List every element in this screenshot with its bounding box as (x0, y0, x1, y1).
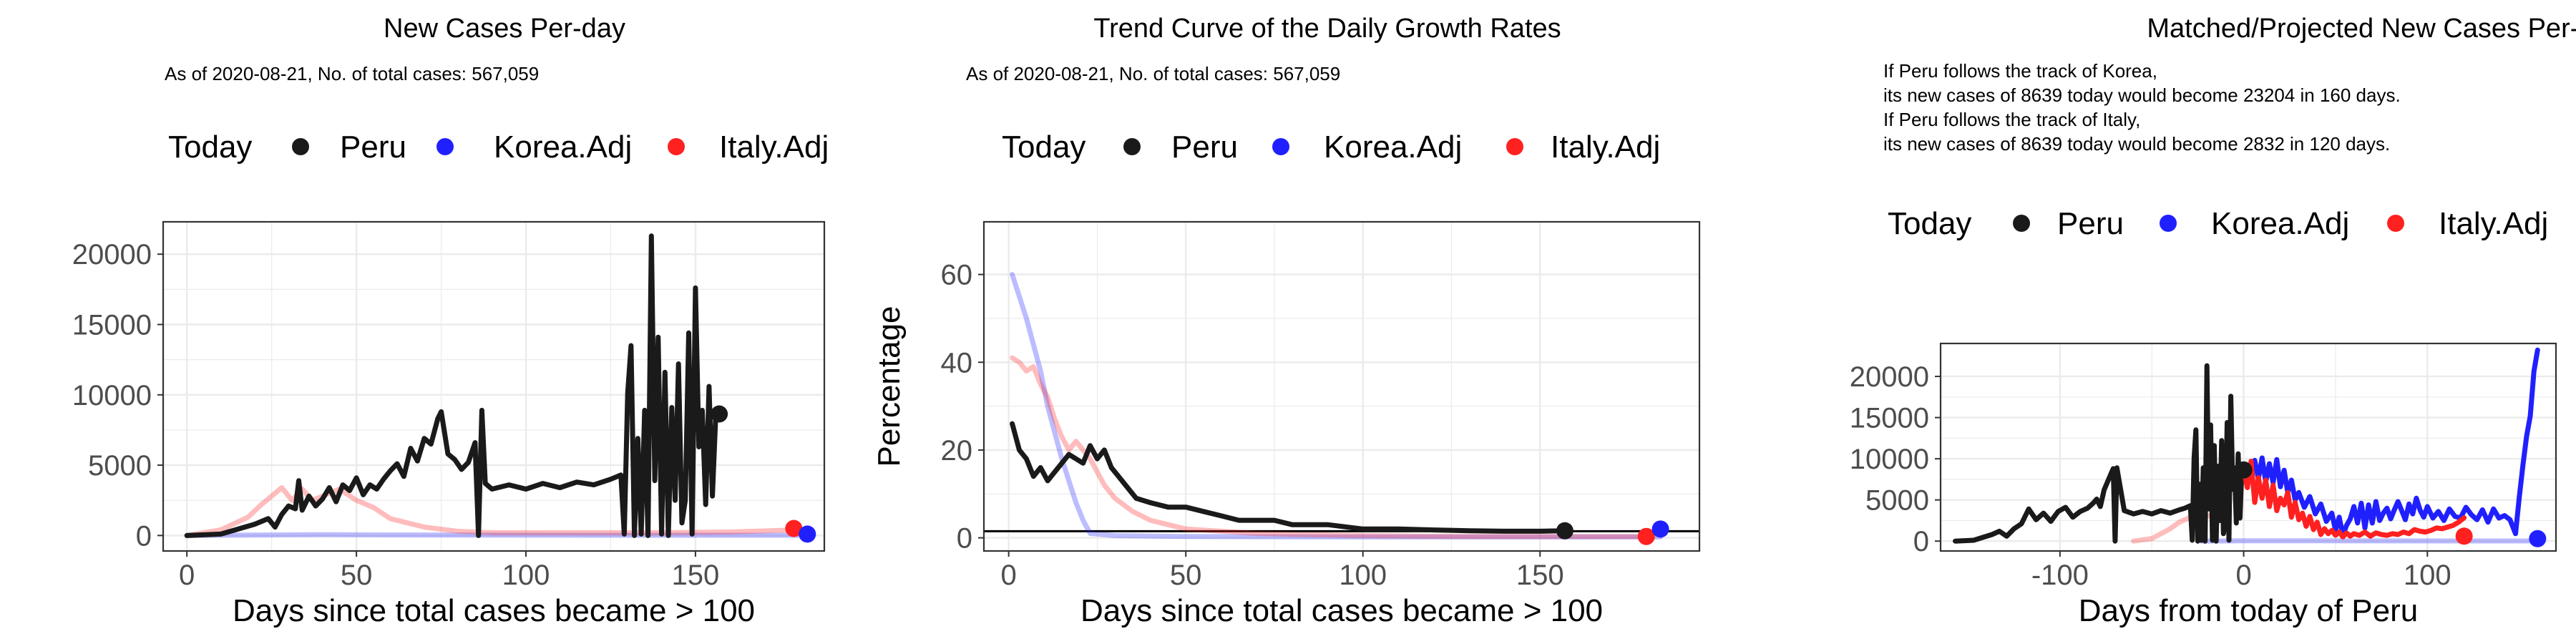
data-layer (184, 233, 810, 538)
x-tick-label: 50 (341, 560, 373, 591)
legend-marker (668, 138, 685, 155)
x-tick-label: 150 (672, 560, 720, 591)
panel-2: Trend Curve of the Daily Growth Rates As … (872, 14, 1701, 628)
y-tick-label: 10000 (72, 380, 152, 411)
y-tick-label: 15000 (72, 310, 152, 341)
x-tick-label: 0 (1001, 560, 1017, 591)
series-line-peru (1953, 363, 2247, 544)
chart-subtitle: its new cases of 8639 today would become… (1883, 84, 2401, 106)
chart-subtitle: If Peru follows the track of Korea, (1883, 60, 2157, 82)
legend: Today Peru Korea.Adj Italy.Adj (1888, 206, 2548, 241)
x-axis-label: Days from today of Peru (2079, 593, 2418, 628)
chart-title: New Cases Per-day (384, 14, 625, 44)
legend-marker (292, 138, 309, 155)
y-axis-label: Percentage (872, 306, 907, 467)
legend-marker (2013, 215, 2030, 232)
legend-marker (2387, 215, 2404, 232)
x-tick-label: 0 (2235, 560, 2251, 591)
legend-marker (1272, 138, 1289, 155)
x-tick-label: 150 (1516, 560, 1564, 591)
chart-title: Matched/Projected New Cases Per-day (2147, 14, 2576, 44)
legend-entry: Korea.Adj (1324, 130, 1462, 165)
chart-subtitle: As of 2020-08-21, No. of total cases: 56… (966, 63, 1340, 84)
data-layer (984, 272, 1699, 540)
y-tick-label: 15000 (1850, 403, 1929, 434)
legend-entry: Peru (340, 130, 406, 165)
today-point-peru (2235, 461, 2253, 479)
today-point-italy-adj (2455, 527, 2473, 545)
x-tick-label: 100 (2404, 560, 2451, 591)
today-point-korea-adj (1652, 520, 1669, 538)
today-point-korea-adj (799, 525, 816, 543)
legend-title: Today (168, 130, 252, 165)
legend: Today Peru Korea.Adj Italy.Adj (168, 130, 829, 165)
legend-marker (1123, 138, 1141, 155)
today-point-peru (711, 405, 728, 423)
today-point-korea-adj (2529, 530, 2547, 547)
y-tick-label: 40 (941, 347, 973, 379)
chart-subtitle: If Peru follows the track of Italy, (1883, 109, 2140, 130)
y-tick-label: 0 (136, 520, 152, 552)
plot-border (162, 220, 826, 552)
legend-marker (436, 138, 454, 155)
plot-border (982, 220, 1701, 552)
legend-entry: Italy.Adj (2439, 206, 2548, 241)
series-line-korea-adj (1010, 272, 1663, 540)
plot-background (984, 222, 1699, 551)
series-line-korea-adj (2241, 347, 2540, 538)
legend-marker (1506, 138, 1523, 155)
series-line-italy-adj (1010, 355, 1649, 540)
legend: Today Peru Korea.Adj Italy.Adj (1002, 130, 1660, 165)
panel-3: Matched/Projected New Cases Per-day If Pe… (1850, 14, 2576, 628)
today-point-peru (1556, 522, 1574, 540)
legend-entry: Korea.Adj (2211, 206, 2349, 241)
y-tick-label: 0 (1913, 526, 1929, 557)
series-line-peru (1010, 421, 1568, 534)
x-tick-label: 50 (1170, 560, 1202, 591)
legend-entry: Peru (2057, 206, 2124, 241)
x-axis-label: Days since total cases became > 100 (1080, 593, 1603, 628)
legend-marker (2160, 215, 2177, 232)
today-point-italy-adj (785, 519, 803, 537)
y-tick-label: 20000 (72, 239, 152, 270)
legend-entry: Peru (1171, 130, 1238, 165)
legend-entry: Korea.Adj (494, 130, 632, 165)
data-layer (1953, 347, 2540, 544)
legend-title: Today (1888, 206, 1971, 241)
panel-1: New Cases Per-day As of 2020-08-21, No. o… (72, 14, 829, 628)
chart-subtitle: As of 2020-08-21, No. of total cases: 56… (165, 63, 539, 84)
y-tick-label: 10000 (1850, 444, 1929, 475)
plot-border (1939, 342, 2557, 552)
series-line-peru (184, 233, 722, 538)
chart-subtitle: its new cases of 8639 today would become… (1883, 133, 2390, 155)
x-tick-label: -100 (2031, 560, 2089, 591)
series-line-italy-adj (2241, 459, 2467, 540)
y-tick-label: 20 (941, 435, 973, 467)
legend-entry: Italy.Adj (1551, 130, 1660, 165)
y-tick-label: 5000 (88, 450, 152, 482)
chart-title: Trend Curve of the Daily Growth Rates (1093, 14, 1561, 44)
x-axis-label: Days since total cases became > 100 (233, 593, 755, 628)
x-tick-label: 0 (179, 560, 195, 591)
y-tick-label: 60 (941, 260, 973, 291)
y-tick-label: 0 (957, 523, 972, 555)
legend-title: Today (1002, 130, 1085, 165)
y-tick-label: 5000 (1865, 485, 1929, 517)
legend-entry: Italy.Adj (719, 130, 829, 165)
x-tick-label: 100 (1339, 560, 1387, 591)
today-point-italy-adj (1637, 527, 1655, 545)
y-tick-label: 20000 (1850, 361, 1929, 393)
series-line-italy-adj (184, 485, 800, 538)
x-tick-label: 100 (502, 560, 550, 591)
